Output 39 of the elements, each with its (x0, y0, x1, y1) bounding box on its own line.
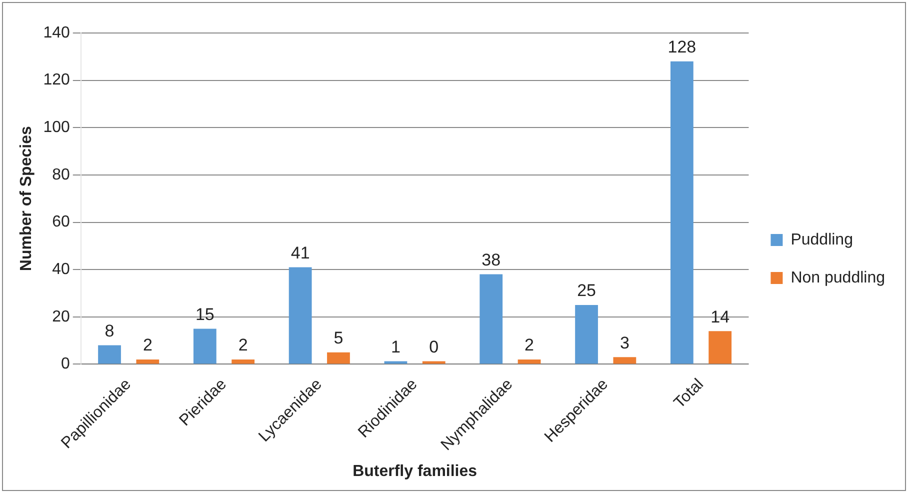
data-label: 128 (668, 38, 696, 57)
legend-label: Non puddling (790, 269, 885, 286)
bar (613, 357, 636, 364)
data-label: 3 (620, 333, 630, 352)
data-label: 14 (710, 307, 730, 326)
bar (327, 352, 350, 364)
bar (575, 305, 598, 364)
y-tick-label: 0 (60, 356, 70, 373)
data-label: 5 (334, 328, 344, 348)
data-label: 0 (429, 337, 439, 356)
legend-label: Puddling (790, 231, 853, 248)
bar (670, 61, 694, 364)
data-label: 2 (238, 336, 248, 355)
bar (384, 361, 408, 364)
y-tick-label: 120 (43, 72, 70, 89)
x-axis-title: Buterfly families (352, 462, 478, 480)
y-tick-label: 60 (52, 214, 70, 231)
y-tick-label: 100 (43, 119, 70, 136)
y-axis-title: Number of Species (18, 126, 36, 272)
y-tick-label: 20 (52, 308, 70, 326)
bar (480, 274, 503, 364)
data-label: 8 (104, 321, 114, 340)
data-label: 15 (195, 304, 214, 324)
data-label: 25 (577, 281, 596, 300)
bar (136, 359, 160, 364)
data-label: 41 (290, 243, 310, 262)
bar (232, 359, 255, 364)
data-label: 1 (390, 337, 400, 356)
bar (518, 359, 541, 364)
y-tick-label: 140 (43, 24, 70, 42)
bar (193, 328, 216, 364)
bar (288, 267, 312, 364)
data-label: 38 (482, 250, 501, 270)
data-label: 2 (524, 336, 534, 355)
bar (98, 345, 121, 364)
data-label: 2 (142, 336, 152, 355)
y-tick-label: 80 (52, 166, 70, 184)
y-tick-label: 40 (52, 260, 70, 278)
bar (708, 331, 732, 364)
